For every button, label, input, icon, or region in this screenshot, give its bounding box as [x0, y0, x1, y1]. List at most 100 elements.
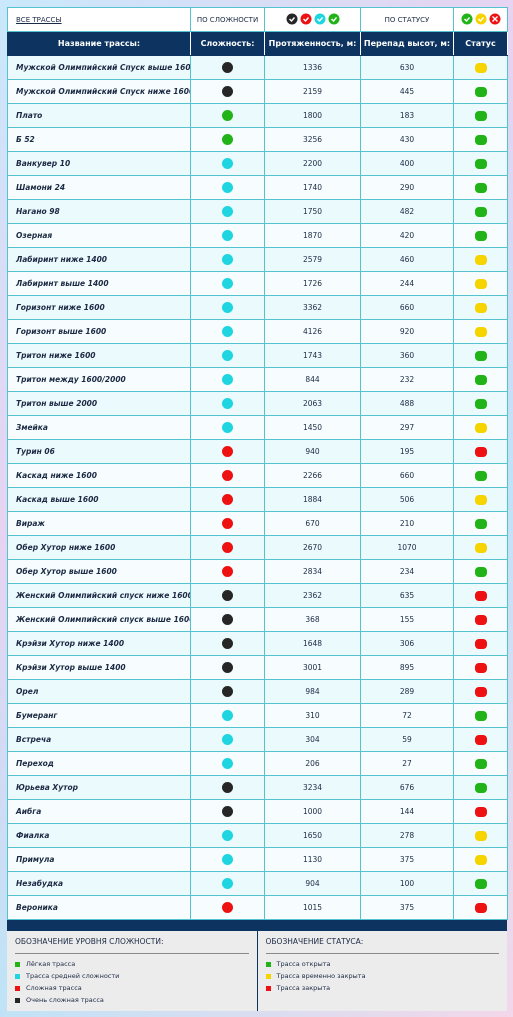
difficulty-cell: [190, 703, 265, 728]
difficulty-dot: [222, 494, 233, 505]
status-indicator: [474, 614, 487, 625]
slope-drop: 660: [360, 295, 454, 320]
difficulty-cell: [190, 559, 265, 584]
difficulty-dot: [222, 614, 233, 625]
slope-drop: 360: [360, 343, 454, 368]
difficulty-dot: [222, 206, 233, 217]
status-indicator: [474, 278, 487, 289]
status-cell: [453, 439, 508, 464]
difficulty-cell: [190, 895, 265, 920]
legend-label: Очень сложная трасса: [26, 996, 104, 1004]
slope-name: Ванкувер 10: [7, 151, 191, 176]
slope-row: Бумеранг 310 72: [7, 703, 508, 728]
difficulty-dot: [222, 158, 233, 169]
slope-name: Лабиринт ниже 1400: [7, 247, 191, 272]
difficulty-dot: [222, 62, 233, 73]
status-indicator: [474, 158, 487, 169]
status-indicator: [474, 878, 487, 889]
status-cell: [453, 511, 508, 536]
slope-name: Крэйзи Хутор выше 1400: [7, 655, 191, 680]
difficulty-cell: [190, 319, 265, 344]
filter-status[interactable]: ПО СТАТУСУ: [360, 7, 454, 32]
difficulty-dot: [222, 302, 233, 313]
slope-length: 2200: [264, 151, 361, 176]
slope-name: Бумеранг: [7, 703, 191, 728]
filter-all[interactable]: ВСЕ ТРАССЫ: [7, 7, 191, 32]
slope-name: Каскад выше 1600: [7, 487, 191, 512]
filter-difficulty[interactable]: ПО СЛОЖНОСТИ: [190, 7, 265, 32]
legend-swatch: [15, 973, 20, 979]
status-indicator: [474, 182, 487, 193]
slope-name: Обер Хутор выше 1600: [7, 559, 191, 584]
difficulty-dot: [222, 278, 233, 289]
difficulty-dot: [222, 86, 233, 97]
difficulty-cell: [190, 295, 265, 320]
status-filter-icons[interactable]: [460, 13, 502, 25]
slope-length: 940: [264, 439, 361, 464]
status-indicator: [474, 542, 487, 553]
legend-swatch: [265, 985, 271, 991]
difficulty-dot: [222, 422, 233, 433]
difficulty-cell: [190, 367, 265, 392]
status-indicator: [474, 134, 487, 145]
status-icons: [453, 7, 508, 32]
difficulty-dot: [222, 878, 233, 889]
slope-row: Шамони 24 1740 290: [7, 175, 508, 200]
slope-length: 3234: [264, 775, 361, 800]
legend-title: ОБОЗНАЧЕНИЕ СТАТУСА:: [265, 931, 499, 954]
slope-name: Озерная: [7, 223, 191, 248]
difficulty-cell: [190, 511, 265, 536]
slope-length: 670: [264, 511, 361, 536]
difficulty-cell: [190, 751, 265, 776]
difficulty-cell: [190, 391, 265, 416]
status-cell: [453, 895, 508, 920]
slope-name: Плато: [7, 103, 191, 128]
status-cell: [453, 631, 508, 656]
slope-length: 206: [264, 751, 361, 776]
filter-all-label[interactable]: ВСЕ ТРАССЫ: [16, 15, 62, 24]
difficulty-dot: [222, 590, 233, 601]
slope-name: Мужской Олимпийский Спуск выше 1600: [7, 55, 191, 80]
difficulty-dot: [222, 446, 233, 457]
slope-row: Орел 984 289: [7, 679, 508, 704]
slope-length: 844: [264, 367, 361, 392]
status-cell: [453, 79, 508, 104]
legend-item: Трасса закрыта: [265, 982, 500, 994]
status-cell: [453, 655, 508, 680]
difficulty-filter-icons[interactable]: [285, 13, 341, 25]
slope-drop: 482: [360, 199, 454, 224]
slope-name: Аибга: [7, 799, 191, 824]
slope-name: Турин 06: [7, 439, 191, 464]
slope-length: 1650: [264, 823, 361, 848]
slope-row: Мужской Олимпийский Спуск ниже 1600 2159 4…: [7, 79, 508, 104]
difficulty-cell: [190, 487, 265, 512]
difficulty-dot: [222, 830, 233, 841]
slope-length: 1648: [264, 631, 361, 656]
slope-drop: 445: [360, 79, 454, 104]
difficulty-cell: [190, 151, 265, 176]
status-indicator: [474, 782, 487, 793]
slope-row: Каскад выше 1600 1884 506: [7, 487, 508, 512]
header-row: Название трассы: Сложность: Протяженность,…: [7, 31, 508, 56]
column-header: Перепад высот, м:: [360, 31, 454, 56]
slope-length: 2670: [264, 535, 361, 560]
slope-drop: 430: [360, 127, 454, 152]
slope-row: Юрьева Хутор 3234 676: [7, 775, 508, 800]
slope-length: 1130: [264, 847, 361, 872]
difficulty-dot: [222, 902, 233, 913]
difficulty-dot: [222, 518, 233, 529]
slope-row: Турин 06 940 195: [7, 439, 508, 464]
difficulty-cell: [190, 343, 265, 368]
slope-name: Незабудка: [7, 871, 191, 896]
difficulty-dot: [222, 806, 233, 817]
slope-length: 904: [264, 871, 361, 896]
status-indicator: [474, 638, 487, 649]
status-cell: [453, 703, 508, 728]
status-cell: [453, 247, 508, 272]
slope-drop: 232: [360, 367, 454, 392]
slope-length: 3362: [264, 295, 361, 320]
slope-row: Нагано 98 1750 482: [7, 199, 508, 224]
slope-name: Вираж: [7, 511, 191, 536]
difficulty-cell: [190, 799, 265, 824]
